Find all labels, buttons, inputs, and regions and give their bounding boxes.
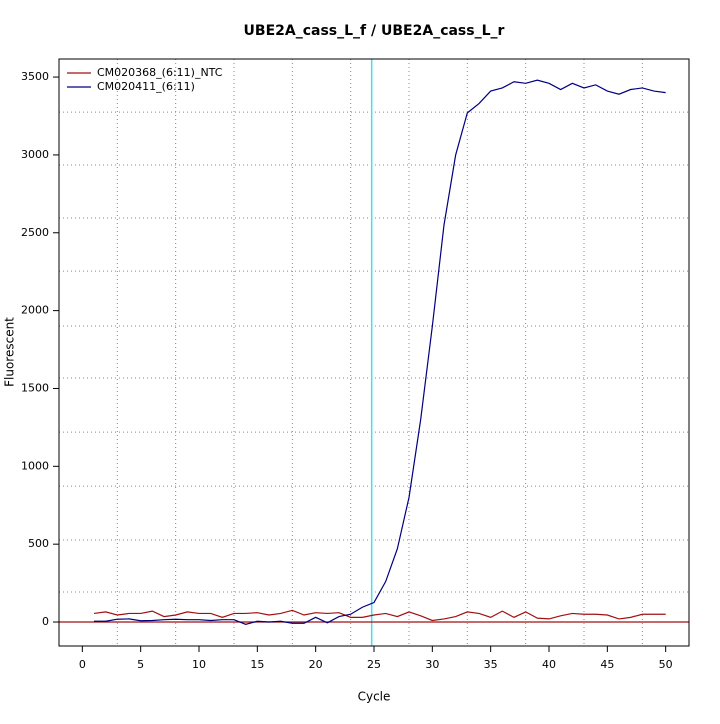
x-tick-label: 20 (309, 658, 323, 671)
y-tick-label: 3500 (21, 70, 49, 83)
x-tick-label: 30 (425, 658, 439, 671)
y-tick-label: 1500 (21, 381, 49, 394)
x-tick-label: 25 (367, 658, 381, 671)
y-tick-label: 2000 (21, 304, 49, 317)
x-tick-label: 5 (137, 658, 144, 671)
y-axis-label: Fluorescent (3, 317, 17, 387)
x-axis-label: Cycle (358, 690, 391, 704)
y-tick-label: 2500 (21, 226, 49, 239)
chart-title: UBE2A_cass_L_f / UBE2A_cass_L_r (244, 23, 505, 39)
x-tick-label: 35 (484, 658, 498, 671)
series-line (94, 79, 666, 625)
x-tick-label: 50 (659, 658, 673, 671)
legend-label: CM020411_(6:11) (97, 80, 195, 93)
legend-label: CM020368_(6:11)_NTC (97, 66, 223, 79)
x-tick-label: 40 (542, 658, 556, 671)
y-tick-label: 500 (28, 537, 49, 550)
plot-frame (58, 58, 690, 647)
x-tick-label: 45 (600, 658, 614, 671)
y-tick-label: 3000 (21, 148, 49, 161)
x-tick-label: 15 (250, 658, 264, 671)
x-tick-label: 0 (79, 658, 86, 671)
series-line (93, 609, 666, 622)
y-tick-label: 0 (42, 615, 49, 628)
x-tick-label: 10 (192, 658, 206, 671)
y-tick-label: 1000 (21, 459, 49, 472)
